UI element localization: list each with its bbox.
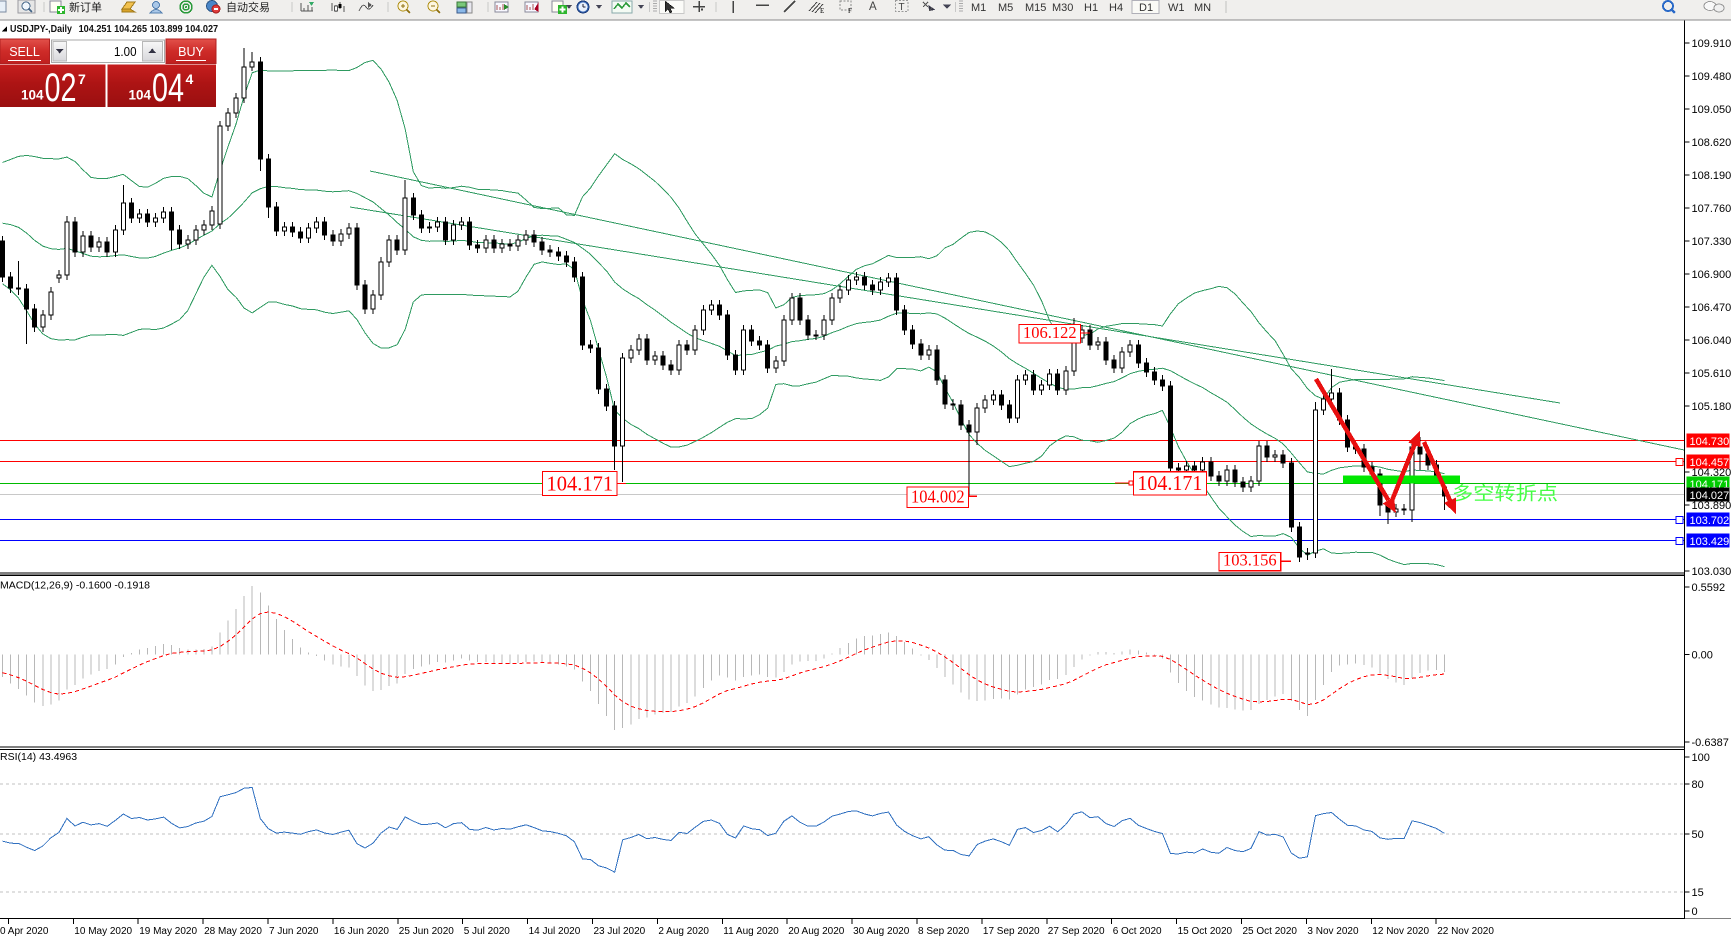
svg-text:104: 104 xyxy=(129,87,152,103)
svg-text:28 May 2020: 28 May 2020 xyxy=(204,926,262,937)
svg-text:107.330: 107.330 xyxy=(1692,236,1731,248)
svg-text:20 Aug 2020: 20 Aug 2020 xyxy=(788,926,845,937)
svg-text:30 Aug 2020: 30 Aug 2020 xyxy=(853,926,910,937)
svg-text:19 May 2020: 19 May 2020 xyxy=(139,926,197,937)
svg-text:50: 50 xyxy=(1692,829,1704,841)
svg-text:109.910: 109.910 xyxy=(1692,38,1731,50)
svg-text:D1: D1 xyxy=(1139,2,1153,14)
svg-text:104.457: 104.457 xyxy=(1690,457,1730,469)
svg-text:108.190: 108.190 xyxy=(1692,170,1731,182)
svg-text:104.171: 104.171 xyxy=(547,472,614,496)
svg-text:0.5592: 0.5592 xyxy=(1692,582,1726,594)
svg-text:106.040: 106.040 xyxy=(1692,335,1731,347)
svg-text:5 Jul 2020: 5 Jul 2020 xyxy=(464,926,511,937)
svg-text:SELL: SELL xyxy=(9,45,40,59)
svg-text:6 Oct 2020: 6 Oct 2020 xyxy=(1113,926,1162,937)
svg-text:106.470: 106.470 xyxy=(1692,302,1731,314)
svg-text:17 Sep 2020: 17 Sep 2020 xyxy=(983,926,1040,937)
svg-text:15: 15 xyxy=(1692,887,1704,899)
svg-text:104.251 104.265 103.899 104.02: 104.251 104.265 103.899 104.027 xyxy=(79,23,219,35)
svg-text:103.890: 103.890 xyxy=(1692,500,1731,512)
svg-text:2 Aug 2020: 2 Aug 2020 xyxy=(658,926,709,937)
svg-text:25 Jun 2020: 25 Jun 2020 xyxy=(399,926,454,937)
svg-text:106.122: 106.122 xyxy=(1023,323,1077,342)
svg-text:A: A xyxy=(869,1,877,13)
svg-text:USDJPY-,Daily: USDJPY-,Daily xyxy=(10,23,72,35)
svg-text:3 Nov 2020: 3 Nov 2020 xyxy=(1307,926,1359,937)
svg-text:0: 0 xyxy=(1692,906,1698,918)
svg-text:106.900: 106.900 xyxy=(1692,269,1731,281)
svg-text:25 Oct 2020: 25 Oct 2020 xyxy=(1243,926,1298,937)
svg-text:14 Jul 2020: 14 Jul 2020 xyxy=(529,926,581,937)
svg-text:23 Jul 2020: 23 Jul 2020 xyxy=(594,926,646,937)
svg-text:M5: M5 xyxy=(998,2,1013,14)
svg-text:0.00: 0.00 xyxy=(1692,650,1713,662)
svg-text:7: 7 xyxy=(78,71,86,87)
svg-text:MACD(12,26,9) -0.1600 -0.1918: MACD(12,26,9) -0.1600 -0.1918 xyxy=(0,580,150,592)
svg-text:103.030: 103.030 xyxy=(1692,566,1731,578)
svg-text:7 Jun 2020: 7 Jun 2020 xyxy=(269,926,319,937)
svg-text:自动交易: 自动交易 xyxy=(226,0,270,14)
svg-text:E: E xyxy=(820,7,824,15)
svg-text:-0.6387: -0.6387 xyxy=(1692,737,1729,749)
svg-text:104.002: 104.002 xyxy=(911,487,965,507)
svg-text:H1: H1 xyxy=(1084,2,1098,14)
svg-text:108.620: 108.620 xyxy=(1692,137,1731,149)
svg-text:109.480: 109.480 xyxy=(1692,71,1731,83)
svg-text:109.050: 109.050 xyxy=(1692,104,1731,116)
svg-text:107.760: 107.760 xyxy=(1692,203,1731,215)
svg-text:8 Sep 2020: 8 Sep 2020 xyxy=(918,926,970,937)
svg-text:104.320: 104.320 xyxy=(1692,467,1731,479)
svg-text:104.027: 104.027 xyxy=(1690,490,1730,502)
svg-text:103.429: 103.429 xyxy=(1690,536,1730,548)
svg-text:M30: M30 xyxy=(1052,2,1073,14)
svg-text:02: 02 xyxy=(45,66,77,110)
svg-text:04: 04 xyxy=(152,66,184,110)
svg-text:10 May 2020: 10 May 2020 xyxy=(74,926,132,937)
svg-text:1.00: 1.00 xyxy=(114,44,137,59)
svg-text:11 Aug 2020: 11 Aug 2020 xyxy=(723,926,779,937)
svg-text:80: 80 xyxy=(1692,779,1704,791)
svg-text:BUY: BUY xyxy=(178,45,204,59)
svg-text:105.610: 105.610 xyxy=(1692,368,1731,380)
svg-text:103.702: 103.702 xyxy=(1690,515,1730,527)
svg-text:M15: M15 xyxy=(1025,2,1046,14)
svg-text:104.730: 104.730 xyxy=(1690,436,1730,448)
svg-text:12 Nov 2020: 12 Nov 2020 xyxy=(1372,926,1429,937)
svg-text:22 Nov 2020: 22 Nov 2020 xyxy=(1437,926,1494,937)
svg-text:多空转折点: 多空转折点 xyxy=(1452,483,1558,504)
svg-text:RSI(14) 43.4963: RSI(14) 43.4963 xyxy=(0,751,77,763)
svg-text:4: 4 xyxy=(186,71,194,87)
svg-text:新订单: 新订单 xyxy=(69,0,102,14)
svg-text:105.180: 105.180 xyxy=(1692,401,1731,413)
svg-text:16 Jun 2020: 16 Jun 2020 xyxy=(334,926,389,937)
svg-text:104.171: 104.171 xyxy=(1137,471,1202,495)
svg-text:0 Apr 2020: 0 Apr 2020 xyxy=(0,926,49,937)
svg-text:27 Sep 2020: 27 Sep 2020 xyxy=(1048,926,1105,937)
svg-text:F: F xyxy=(848,7,852,15)
svg-text:T: T xyxy=(899,2,905,13)
svg-text:H4: H4 xyxy=(1109,2,1123,14)
svg-text:104: 104 xyxy=(21,87,44,103)
svg-text:103.156: 103.156 xyxy=(1223,551,1277,570)
svg-text:15 Oct 2020: 15 Oct 2020 xyxy=(1178,926,1233,937)
svg-text:100: 100 xyxy=(1692,752,1710,764)
svg-text:MN: MN xyxy=(1194,2,1211,14)
svg-text:M1: M1 xyxy=(971,2,986,14)
svg-text:W1: W1 xyxy=(1168,2,1185,14)
